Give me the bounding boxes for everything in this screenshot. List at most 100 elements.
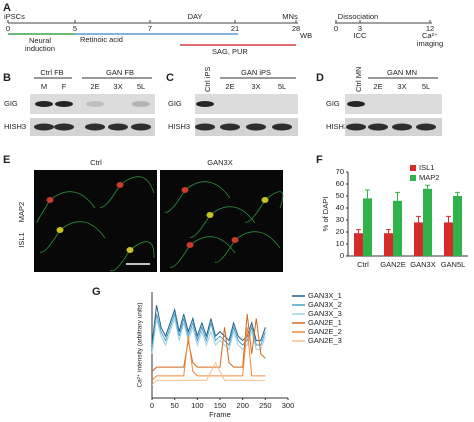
legend-label: GAN3X_3: [308, 309, 342, 318]
stain-label: MAP2: [17, 202, 26, 222]
panel-letter: F: [316, 154, 323, 166]
error-bar: [425, 184, 430, 189]
blot: [195, 94, 298, 114]
panel-letter: C: [166, 72, 174, 84]
trace: [151, 361, 266, 386]
bar: [453, 196, 462, 256]
x-tick-label: GAN2E: [380, 260, 405, 269]
group-label: Ctrl FB: [40, 68, 63, 77]
label: SAG, PUR: [212, 47, 248, 56]
x-axis-label: Frame: [209, 410, 231, 419]
band: [416, 123, 436, 131]
cell: [181, 187, 189, 193]
bar: [384, 233, 393, 256]
label: M: [41, 82, 47, 91]
trace: [151, 312, 266, 350]
error-bar: [446, 215, 451, 223]
micrograph: [160, 170, 283, 272]
y-tick-label: 30: [336, 215, 344, 224]
band: [368, 123, 388, 131]
label: 2E: [90, 82, 99, 91]
legend-label: MAP2: [419, 173, 439, 182]
label: imaging: [417, 39, 443, 48]
blot: [345, 94, 442, 114]
bar: [393, 200, 402, 256]
y-tick-label: 60: [336, 179, 344, 188]
neurite: [109, 241, 155, 272]
y-tick-label: 20: [336, 227, 344, 236]
cell: [116, 182, 124, 188]
row-label: HISH3: [326, 122, 348, 131]
legend-label: GAN3X_2: [308, 300, 342, 309]
x-tick-label: 0: [150, 401, 154, 410]
neurite: [39, 221, 106, 253]
label: GAN3X: [207, 158, 232, 167]
y-axis-label: % of DAPI: [321, 197, 330, 232]
label: DAY: [188, 12, 203, 21]
label: 3X: [251, 82, 260, 91]
group-label: Ctrl MN: [354, 67, 363, 92]
band: [108, 123, 128, 131]
label: MNs: [282, 12, 298, 21]
group-label: GAN MN: [387, 68, 417, 77]
panel-letter: E: [3, 154, 10, 166]
legend-label: GAN2E_2: [308, 327, 342, 336]
band: [34, 123, 54, 131]
label: Neural: [29, 36, 51, 45]
trace: [151, 316, 266, 354]
error-bar: [395, 191, 400, 201]
error-bar: [416, 215, 421, 223]
error-bar: [455, 191, 460, 196]
label: iPSCs: [4, 12, 25, 21]
x-tick-label: GAN3X: [410, 260, 435, 269]
panel-letter: D: [316, 72, 324, 84]
band: [35, 101, 53, 107]
error-bar: [356, 229, 361, 234]
error-bar: [365, 189, 370, 199]
band: [86, 101, 104, 107]
x-tick-label: 200: [236, 401, 249, 410]
legend-swatch: [410, 175, 416, 181]
y-axis-label: Ca²⁺ intensity (arbitrary units): [137, 302, 144, 387]
y-tick-label: 50: [336, 191, 344, 200]
label: 3X: [397, 82, 406, 91]
label: 0: [334, 24, 338, 33]
neurite: [99, 176, 155, 208]
band: [220, 123, 240, 131]
x-tick-label: 50: [170, 401, 178, 410]
bar: [423, 188, 432, 256]
neurite: [169, 236, 236, 268]
panel-letter: A: [3, 2, 11, 14]
label: 28: [292, 24, 300, 33]
label: induction: [25, 44, 55, 53]
label: Dissociation: [338, 12, 378, 21]
cell: [126, 247, 134, 253]
bar: [444, 222, 453, 256]
neurite: [164, 181, 231, 213]
neurite: [36, 191, 96, 223]
cell: [56, 227, 64, 233]
band: [132, 101, 150, 107]
micrograph: [34, 170, 157, 272]
band: [54, 123, 74, 131]
label: 0: [6, 24, 10, 33]
band: [392, 123, 412, 131]
band: [131, 123, 151, 131]
label: WB: [300, 31, 312, 40]
label: 2E: [373, 82, 382, 91]
label: 5L: [137, 82, 145, 91]
y-tick-label: 40: [336, 203, 344, 212]
x-tick-label: GAN5L: [441, 260, 466, 269]
label: 5: [73, 24, 77, 33]
cell: [261, 197, 269, 203]
row-label: GIG: [168, 99, 182, 108]
band: [85, 123, 105, 131]
group-label: GAN FB: [106, 68, 134, 77]
legend-label: GAN2E_1: [308, 318, 342, 327]
y-tick-label: 10: [336, 239, 344, 248]
band: [346, 123, 366, 131]
bar: [363, 198, 372, 256]
row-label: HISH3: [168, 122, 190, 131]
row-label: GIG: [326, 99, 340, 108]
